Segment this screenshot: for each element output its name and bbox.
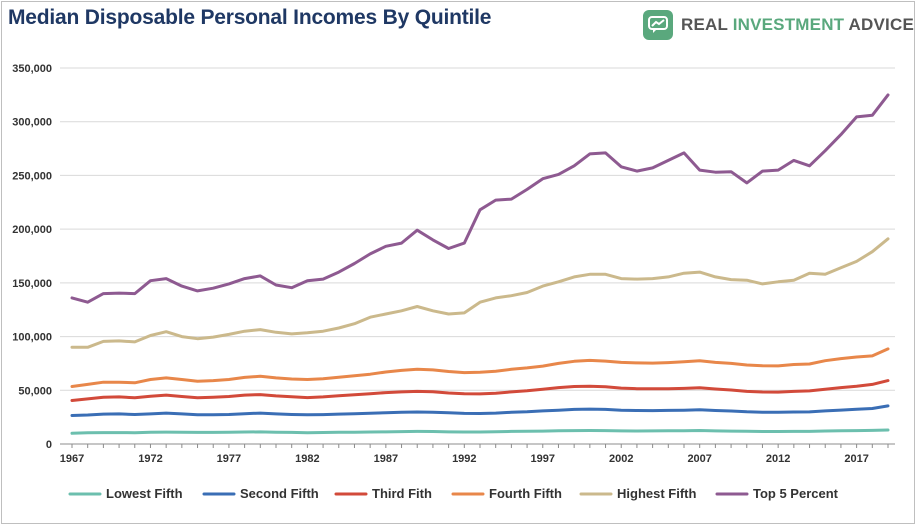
x-tick-label: 2002 <box>609 453 633 465</box>
brand-word-3: ADVICE <box>844 15 914 34</box>
series-line-second-fifth <box>70 404 890 417</box>
x-tick-label: 1967 <box>60 453 84 465</box>
x-tick-label: 1997 <box>531 453 555 465</box>
series-line-lowest-fifth <box>70 428 890 435</box>
chart-title: Median Disposable Personal Incomes By Qu… <box>8 6 492 29</box>
y-tick-label: 0 <box>46 439 52 451</box>
brand-logo: REAL INVESTMENT ADVICE <box>643 9 914 41</box>
series-line-highest-fifth <box>70 237 890 349</box>
x-tick-label: 1982 <box>295 453 319 465</box>
y-tick-label: 150,000 <box>12 278 52 290</box>
brand-chat-icon <box>643 10 673 40</box>
x-tick-label: 1987 <box>374 453 398 465</box>
y-tick-label: 250,000 <box>12 170 52 182</box>
series-line-third-fith <box>70 379 890 402</box>
legend-label: Second Fifth <box>240 486 319 501</box>
brand-word-2: INVESTMENT <box>732 15 845 34</box>
y-tick-label: 300,000 <box>12 117 52 129</box>
x-tick-label: 1992 <box>452 453 476 465</box>
legend-label: Highest Fifth <box>617 486 696 501</box>
y-tick-label: 100,000 <box>12 332 52 344</box>
brand-name: REAL INVESTMENT ADVICE <box>681 15 914 35</box>
series-line-fourth-fifth <box>70 347 890 388</box>
y-tick-label: 350,000 <box>12 63 52 75</box>
legend-label: Fourth Fifth <box>489 486 562 501</box>
y-tick-label: 50,000 <box>18 385 52 397</box>
legend-label: Lowest Fifth <box>106 486 183 501</box>
x-tick-label: 2007 <box>687 453 711 465</box>
legend-label: Top 5 Percent <box>753 486 839 501</box>
x-tick-label: 1977 <box>217 453 241 465</box>
x-tick-label: 2017 <box>844 453 868 465</box>
x-tick-label: 2012 <box>766 453 790 465</box>
series-line-top-5-percent <box>70 93 890 304</box>
legend-label: Third Fith <box>372 486 432 501</box>
y-tick-label: 200,000 <box>12 224 52 236</box>
x-tick-label: 1972 <box>138 453 162 465</box>
brand-word-1: REAL <box>681 15 733 34</box>
